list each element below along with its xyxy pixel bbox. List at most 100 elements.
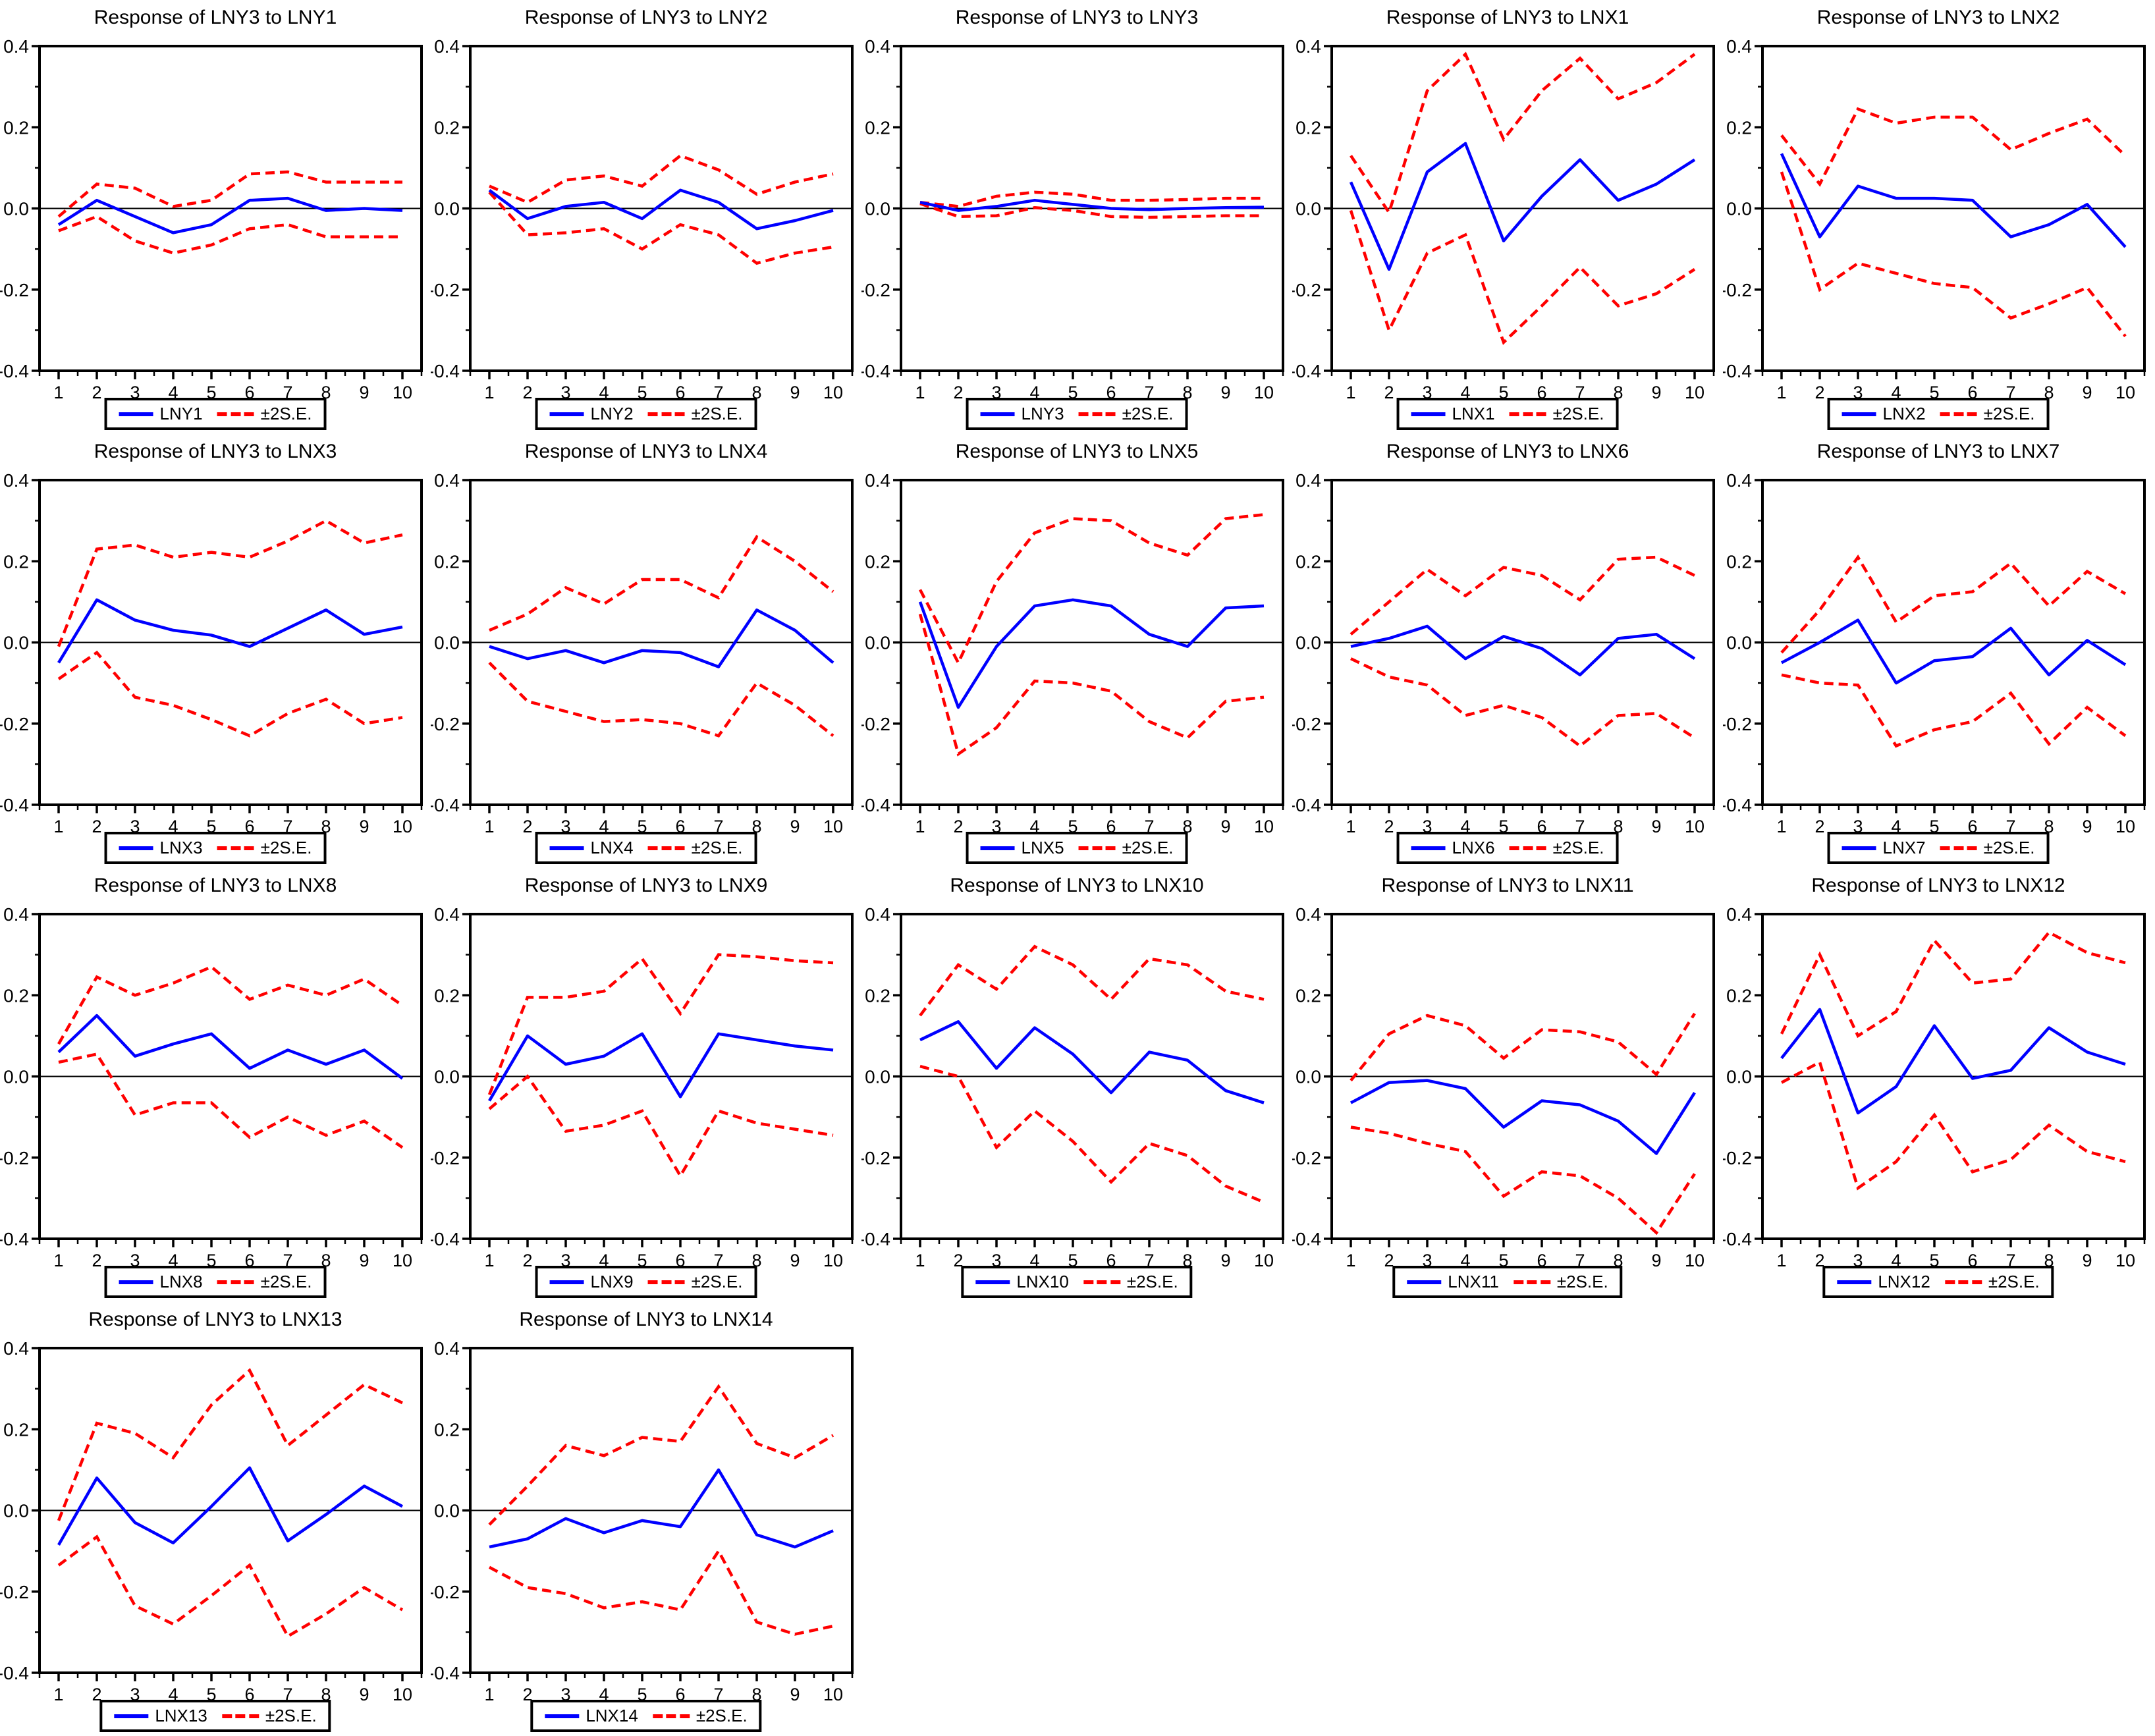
y-tick-label: -0.4: [431, 1229, 460, 1249]
x-tick-label: 8: [1613, 1251, 1623, 1267]
y-tick-label: -0.4: [1292, 1229, 1321, 1249]
x-tick-label: 10: [1685, 383, 1705, 399]
lower-se-band-line: [919, 1064, 1265, 1204]
x-tick-label: 4: [599, 817, 609, 833]
x-tick-label: 8: [2044, 1251, 2054, 1267]
y-tick-label: 0.2: [1726, 117, 1752, 138]
irf-chart-cell: Response of LNY3 to LNX2 0.4 0.2 0.0 -0.2 -0…: [1723, 0, 2154, 434]
x-tick-label: 3: [130, 1685, 140, 1701]
y-tick-label: 0.4: [865, 904, 890, 925]
y-tick-label: 0.0: [1726, 1067, 1752, 1087]
y-tick-label: 0.0: [1726, 633, 1752, 653]
y-tick-label: 0.2: [1726, 551, 1752, 572]
x-tick-label: 7: [713, 1251, 723, 1267]
x-tick-label: 7: [1575, 383, 1585, 399]
x-tick-label: 5: [637, 817, 647, 833]
upper-se-band-line: [57, 965, 404, 1045]
y-tick-label: -0.2: [0, 714, 29, 734]
x-tick-label: 7: [283, 1685, 292, 1701]
y-tick-label: -0.2: [0, 1582, 29, 1602]
lower-se-band-line: [58, 215, 402, 255]
x-tick-label: 10: [823, 383, 843, 399]
legend-series-label: LNX4: [590, 838, 634, 857]
x-tick-label: 3: [560, 383, 570, 399]
y-tick-label: -0.4: [1723, 1229, 1752, 1249]
se-band-sample: [1940, 846, 1977, 850]
x-tick-label: 8: [321, 1685, 331, 1701]
y-tick-label: 0.4: [3, 1338, 29, 1359]
x-tick-label: 6: [1537, 1251, 1546, 1267]
legend-se-label: ±2S.E.: [1556, 1272, 1608, 1291]
response-line: [1780, 618, 2127, 685]
y-tick-label: 0.2: [434, 1419, 460, 1440]
lower-se-band-line: [488, 191, 834, 265]
chart-title: Response of LNY3 to LNX8: [94, 875, 337, 896]
x-tick-label: 1: [53, 383, 63, 399]
y-tick-label: 0.2: [434, 985, 460, 1006]
legend-se-label: ±2S.E.: [1983, 404, 2035, 423]
x-tick-label: 8: [1182, 1251, 1192, 1267]
x-tick-label: 5: [637, 1685, 647, 1701]
y-tick-label: -0.4: [431, 361, 460, 381]
legend-series-label: LNX2: [1882, 404, 1926, 423]
lower-se-band-line: [1781, 673, 2127, 748]
irf-chart-cell: Response of LNY3 to LNY2 0.4 0.2 0.0 -0.2 -0…: [431, 0, 861, 434]
upper-se-band-line: [919, 944, 1265, 1017]
x-tick-label: 7: [713, 1685, 723, 1701]
chart-plot: 0.4 0.2 0.0 -0.2 -0.4 1 2 3 4 5 6 7 8 9 10: [0, 904, 423, 1267]
x-tick-label: 3: [560, 1685, 570, 1701]
x-tick-label: 6: [244, 1251, 254, 1267]
x-tick-label: 1: [484, 383, 494, 399]
lower-se-band-line: [919, 202, 1264, 219]
x-tick-label: 5: [637, 1251, 647, 1267]
chart-legend: LNY2 ±2S.E.: [535, 398, 757, 430]
x-tick-label: 8: [751, 817, 761, 833]
x-tick-label: 10: [2115, 383, 2135, 399]
y-tick-label: -0.2: [431, 1148, 460, 1168]
y-tick-label: 0.4: [3, 36, 29, 57]
x-tick-label: 2: [1814, 383, 1824, 399]
x-tick-label: 5: [206, 817, 216, 833]
x-tick-label: 9: [359, 383, 369, 399]
legend-series-label: LNX1: [1452, 404, 1495, 423]
irf-chart-cell: Response of LNY3 to LNX13 0.4 0.2 0.0 -0.2 -…: [0, 1302, 431, 1736]
response-line-sample: [119, 412, 153, 416]
chart-plot: 0.4 0.2 0.0 -0.2 -0.4 1 2 3 4 5 6 7 8 9 10: [0, 470, 423, 833]
legend-series-label: LNX11: [1448, 1272, 1499, 1291]
y-tick-label: 0.4: [1296, 36, 1321, 57]
se-band-sample: [1940, 412, 1977, 416]
y-tick-label: -0.4: [0, 795, 29, 815]
x-tick-label: 5: [1929, 383, 1939, 399]
response-line: [488, 188, 834, 231]
response-line: [919, 1020, 1265, 1104]
x-tick-label: 10: [393, 1251, 412, 1267]
x-tick-label: 7: [2005, 383, 2015, 399]
response-line-sample: [114, 1714, 149, 1718]
response-line: [1780, 153, 2127, 248]
chart-title: Response of LNY3 to LNX9: [524, 875, 768, 896]
y-tick-label: -0.2: [861, 714, 890, 734]
lower-se-band-line: [1349, 209, 1696, 345]
plot-border: [1761, 913, 2146, 1240]
y-tick-label: 0.2: [434, 117, 460, 138]
lower-se-band-line: [57, 1534, 404, 1639]
chart-plot: 0.4 0.2 0.0 -0.2 -0.4 1 2 3 4 5 6 7 8 9 10: [1723, 470, 2146, 833]
x-tick-label: 9: [2082, 1251, 2092, 1267]
x-tick-label: 7: [283, 1251, 292, 1267]
response-line: [919, 198, 1265, 212]
legend-se-label: ±2S.E.: [1988, 1272, 2040, 1291]
response-line-sample: [549, 846, 584, 850]
y-tick-label: 0.0: [434, 1067, 460, 1087]
y-tick-label: 0.0: [3, 633, 29, 653]
chart-legend: LNY3 ±2S.E.: [966, 398, 1188, 430]
y-tick-label: 0.0: [434, 199, 460, 219]
x-tick-label: 1: [1346, 1251, 1355, 1267]
plot-border: [469, 913, 854, 1240]
plot-border: [1330, 479, 1715, 806]
response-line: [918, 598, 1265, 709]
response-line-sample: [980, 846, 1015, 850]
chart-plot: 0.4 0.2 0.0 -0.2 -0.4 1 2 3 4 5 6 7 8 9 10: [1292, 36, 1715, 399]
y-tick-label: -0.2: [861, 280, 890, 300]
y-tick-label: 0.4: [434, 1338, 460, 1359]
